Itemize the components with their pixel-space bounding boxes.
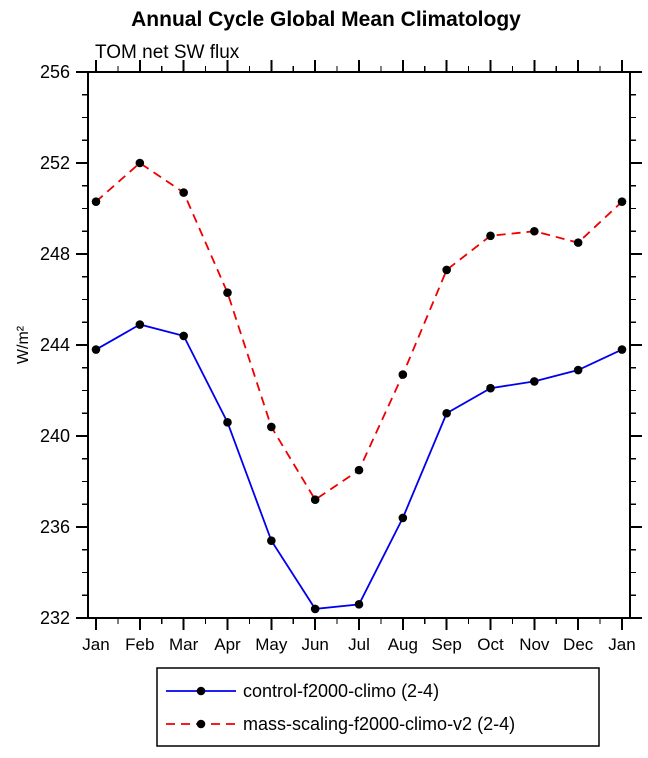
x-tick-label: Nov (519, 635, 550, 654)
y-tick-label: 248 (40, 244, 70, 264)
y-tick-label: 232 (40, 608, 70, 628)
data-point-series-1 (442, 265, 451, 275)
plot-area: 232 236 240 244 248 252 256 Jan Feb Mar Apr May Jun J… (40, 60, 642, 654)
data-point-series-1 (310, 495, 320, 505)
legend-marker-0 (196, 686, 206, 696)
chart-subtitle: TOM net SW flux (95, 42, 240, 63)
x-tick-label: Mar (169, 635, 199, 654)
y-tick-label: 252 (40, 153, 70, 173)
data-point-series-0 (267, 536, 276, 545)
data-point-series-0 (310, 604, 320, 614)
x-tick-label: Jul (348, 635, 370, 654)
data-point-series-1 (573, 238, 583, 247)
data-point-series-0 (486, 383, 495, 393)
data-point-series-0 (398, 513, 408, 523)
x-tick-label: Aug (388, 635, 418, 654)
chart-title: Annual Cycle Global Mean Climatology (131, 8, 521, 31)
legend: control-f2000-climo (2-4) mass-scaling-f… (156, 667, 600, 747)
x-tick-label: May (255, 635, 288, 654)
data-point-series-1 (267, 422, 276, 432)
data-point-series-1 (135, 158, 145, 168)
y-tick-label: 236 (40, 517, 70, 537)
legend-marker-1 (196, 719, 206, 729)
data-point-series-0 (179, 331, 188, 341)
data-point-series-0 (573, 365, 583, 375)
x-tick-label: Dec (563, 635, 594, 654)
x-tick-label: Jan (608, 635, 635, 654)
x-tick-label: Feb (125, 635, 154, 654)
data-point-series-1 (91, 197, 101, 206)
legend-label-control: control-f2000-climo (2-4) (243, 681, 439, 701)
legend-box (156, 667, 600, 747)
x-tick-label: Apr (214, 635, 241, 654)
x-tick-label: Sep (432, 635, 462, 654)
y-tick-label: 244 (40, 335, 70, 355)
data-point-series-1 (617, 197, 627, 206)
data-point-series-0 (354, 600, 364, 609)
data-point-series-1 (486, 231, 495, 241)
data-point-series-1 (354, 465, 364, 475)
y-axis-label: W/m² (15, 325, 32, 364)
data-point-series-0 (442, 408, 451, 418)
x-tick-label: Jun (301, 635, 328, 654)
data-point-series-0 (91, 345, 101, 354)
data-point-series-1 (530, 226, 539, 236)
legend-label-mass-scaling: mass-scaling-f2000-climo-v2 (2-4) (243, 714, 515, 734)
data-point-series-0 (530, 377, 539, 386)
data-point-series-0 (223, 418, 232, 427)
data-point-series-0 (617, 345, 627, 354)
y-tick-label: 256 (40, 62, 70, 82)
data-point-series-0 (135, 320, 145, 329)
data-point-series-1 (179, 188, 188, 197)
data-point-series-1 (223, 288, 232, 297)
data-point-series-1 (398, 370, 408, 379)
x-tick-label: Jan (82, 635, 109, 654)
plot-frame (87, 71, 631, 619)
legend-samples (166, 686, 236, 729)
series-line-1 (95, 161, 623, 501)
y-tick-label: 240 (40, 426, 70, 446)
x-tick-label: Oct (477, 635, 504, 654)
